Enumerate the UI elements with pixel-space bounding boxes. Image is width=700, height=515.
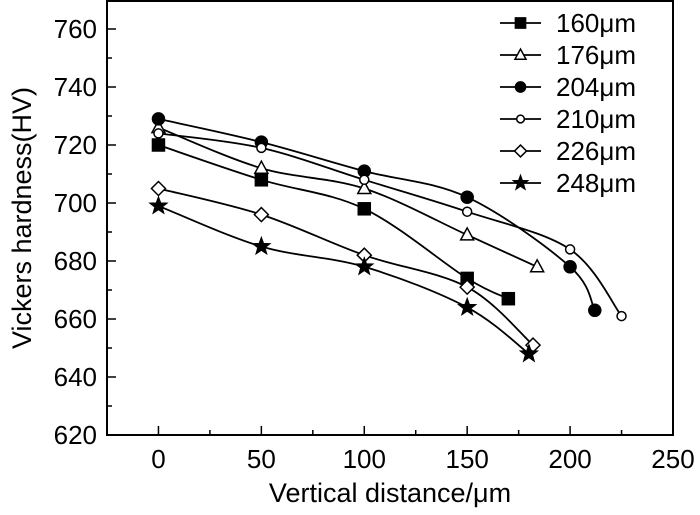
circle-marker — [151, 112, 166, 126]
legend-item: 248μm — [500, 168, 636, 198]
square-marker — [151, 138, 166, 152]
triangle-marker — [459, 226, 475, 241]
triangle-marker — [513, 47, 528, 60]
circle-marker — [461, 206, 473, 217]
circle-marker — [563, 260, 577, 274]
legend-item: 160μm — [500, 8, 636, 38]
circle-marker — [515, 114, 526, 124]
diamond-marker — [459, 279, 476, 296]
series-line — [158, 132, 623, 317]
legend-item: 210μm — [500, 104, 636, 134]
triangle-marker — [253, 159, 270, 174]
legend-label: 210μm — [556, 104, 636, 134]
plot-frame — [106, 0, 674, 436]
star-marker — [518, 343, 540, 363]
circle-marker — [564, 244, 576, 255]
y-tick-label: 660 — [54, 304, 97, 334]
x-tick-label: 200 — [548, 444, 591, 474]
circle-marker — [514, 81, 527, 93]
legend-label: 226μm — [556, 136, 636, 166]
series-210μm — [153, 128, 627, 322]
circle-marker — [153, 128, 164, 139]
star-marker — [354, 256, 375, 276]
star-marker — [511, 173, 530, 191]
circle-marker — [359, 174, 370, 186]
y-tick-label: 760 — [54, 14, 97, 44]
diamond-marker — [513, 143, 528, 159]
y-tick-label: 700 — [54, 188, 97, 218]
series-line — [158, 187, 534, 346]
star-marker — [148, 195, 169, 215]
x-tick-label: 100 — [343, 444, 386, 474]
legend-label: 204μm — [556, 72, 636, 102]
triangle-marker — [529, 258, 545, 273]
diamond-marker — [150, 180, 167, 197]
star-marker — [251, 235, 272, 256]
square-marker — [514, 17, 527, 29]
axes: 0 50 100 150 200 250 620 640 660 680 700 720 740 760 — [54, 0, 695, 474]
y-tick-label: 720 — [54, 130, 97, 160]
series-line — [158, 126, 538, 268]
square-marker — [254, 173, 269, 187]
diamond-marker — [253, 206, 270, 223]
y-axis-label: Vickers hardness(HV) — [7, 87, 37, 349]
series-line — [158, 144, 509, 300]
y-tick-label: 640 — [54, 362, 97, 392]
y-tick-label: 620 — [54, 420, 97, 450]
legend-label: 160μm — [556, 8, 636, 38]
circle-marker — [460, 190, 474, 204]
series-160μm — [151, 138, 516, 306]
y-tick-label: 680 — [54, 246, 97, 276]
star-marker — [457, 296, 478, 317]
x-axis-label: Vertical distance/μm — [269, 478, 511, 508]
series-248μm — [148, 195, 540, 363]
circle-marker — [588, 303, 602, 318]
y-tick-label: 740 — [54, 72, 97, 102]
legend-item: 204μm — [500, 72, 636, 102]
legend-label: 248μm — [556, 168, 636, 198]
circle-marker — [616, 310, 627, 322]
x-tick-label: 150 — [445, 444, 488, 474]
triangle-marker — [356, 179, 373, 195]
legend-item: 176μm — [500, 40, 636, 70]
square-marker — [501, 291, 516, 306]
series-group — [148, 112, 627, 363]
square-marker — [357, 202, 372, 216]
circle-marker — [256, 142, 267, 154]
legend-item: 226μm — [500, 136, 636, 166]
x-tick-label: 0 — [151, 444, 165, 474]
legend-label: 176μm — [556, 40, 636, 70]
series-226μm — [150, 180, 542, 354]
x-tick-label: 250 — [651, 444, 694, 474]
x-tick-label: 50 — [247, 444, 276, 474]
